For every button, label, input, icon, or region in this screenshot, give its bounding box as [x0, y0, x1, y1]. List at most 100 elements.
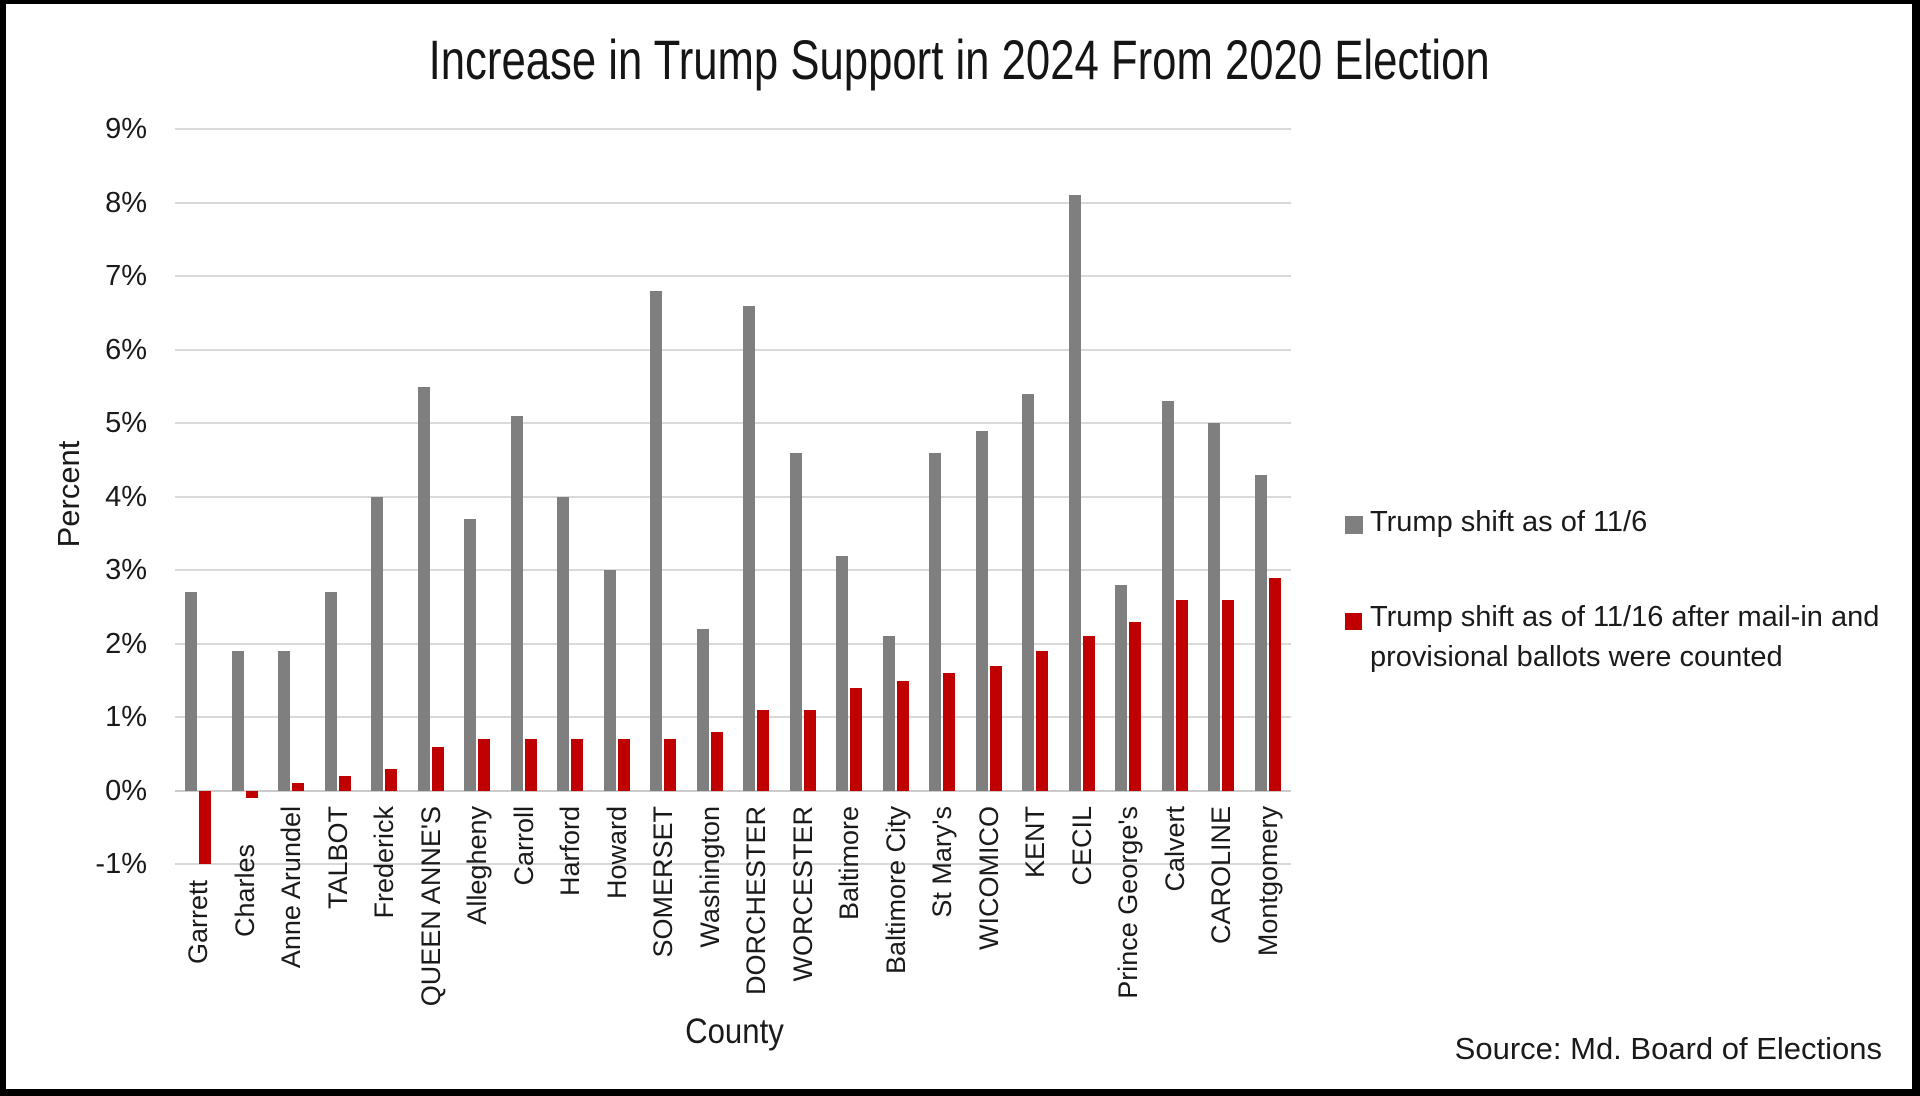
y-tick-label-4%: 4%	[105, 480, 147, 513]
bar-red-WORCESTER	[803, 709, 816, 791]
bar-red-CAROLINE	[1222, 599, 1235, 791]
x-label-Howard: Howard	[601, 806, 632, 900]
x-label-QUEEN ANNE'S: QUEEN ANNE'S	[415, 806, 446, 1007]
bar-red-TALBOT	[338, 776, 351, 791]
bar-red-Baltimore City	[896, 680, 909, 791]
bar-gray-WORCESTER	[789, 452, 802, 791]
gridline-9%	[175, 128, 1291, 131]
y-axis-title: Percent	[51, 440, 86, 548]
y-tick-label-2%: 2%	[105, 627, 147, 660]
gridline-1%	[175, 716, 1291, 719]
gridline--1%	[175, 863, 1291, 866]
bar-red-CECIL	[1082, 636, 1095, 791]
bar-gray-Prince George's	[1115, 585, 1128, 791]
bar-gray-Carroll	[510, 415, 523, 791]
x-label-Frederick: Frederick	[369, 806, 400, 919]
x-label-DORCHESTER: DORCHESTER	[741, 806, 772, 996]
bar-red-WICOMICO	[989, 665, 1002, 791]
bar-red-Carroll	[524, 739, 537, 791]
bar-gray-Baltimore	[836, 555, 849, 791]
x-label-Baltimore City: Baltimore City	[880, 806, 911, 975]
bar-gray-DORCHESTER	[743, 305, 756, 791]
x-label-CAROLINE: CAROLINE	[1206, 806, 1237, 945]
y-tick-label-1%: 1%	[105, 701, 147, 734]
bar-red-DORCHESTER	[757, 709, 770, 791]
bar-gray-Frederick	[371, 496, 384, 791]
bar-red-Calvert	[1175, 599, 1188, 791]
gridline-3%	[175, 569, 1291, 572]
x-label-Montgomery: Montgomery	[1252, 806, 1283, 957]
x-label-WORCESTER: WORCESTER	[787, 806, 818, 982]
bar-red-Frederick	[385, 768, 398, 791]
bar-red-QUEEN ANNE'S	[431, 746, 444, 791]
bar-red-Prince George's	[1129, 621, 1142, 791]
x-axis-title-text: County	[684, 1012, 784, 1051]
gridline-5%	[175, 422, 1291, 425]
x-axis-title: County	[584, 1013, 884, 1051]
gridline-7%	[175, 275, 1291, 278]
y-tick-label-7%: 7%	[105, 260, 147, 293]
bar-gray-QUEEN ANNE'S	[417, 386, 430, 791]
legend-label: Trump shift as of 11/16 after mail-in an…	[1370, 601, 1880, 673]
y-tick-label-3%: 3%	[105, 554, 147, 587]
bar-gray-Calvert	[1161, 401, 1174, 791]
legend-swatch-icon	[1345, 516, 1363, 534]
bar-gray-Howard	[603, 570, 616, 791]
x-label-TALBOT: TALBOT	[322, 806, 353, 910]
gridline-4%	[175, 495, 1291, 498]
bar-red-Allegheny	[478, 739, 491, 791]
bar-red-Garrett	[199, 790, 212, 865]
bar-gray-TALBOT	[324, 592, 337, 791]
bar-red-Montgomery	[1268, 577, 1281, 791]
bar-gray-CECIL	[1068, 195, 1081, 791]
source-note: Source: Md. Board of Elections	[1454, 1031, 1882, 1066]
y-tick-label-6%: 6%	[105, 333, 147, 366]
x-label-Baltimore: Baltimore	[834, 806, 865, 921]
gridline-2%	[175, 642, 1291, 645]
bar-gray-SOMERSET	[650, 291, 663, 791]
x-label-Garrett: Garrett	[183, 880, 214, 965]
bar-gray-CAROLINE	[1208, 423, 1221, 791]
bar-red-Harford	[571, 739, 584, 791]
y-tick-label-9%: 9%	[105, 113, 147, 146]
chart-background	[6, 4, 1912, 1089]
x-label-Carroll: Carroll	[508, 806, 539, 886]
x-label-SOMERSET: SOMERSET	[648, 806, 679, 958]
x-axis-line	[175, 789, 1291, 792]
bar-gray-St Mary's	[929, 452, 942, 791]
bar-gray-Harford	[557, 496, 570, 791]
legend-swatch-icon	[1345, 613, 1362, 630]
bar-red-SOMERSET	[664, 739, 677, 791]
bar-red-Washington	[710, 732, 723, 791]
bar-red-St Mary's	[943, 673, 956, 791]
bar-gray-KENT	[1022, 393, 1035, 791]
bar-gray-Washington	[696, 629, 709, 791]
bar-gray-Anne Arundel	[278, 651, 291, 791]
bar-gray-Allegheny	[464, 518, 477, 791]
bar-red-KENT	[1036, 651, 1049, 791]
x-label-Calvert: Calvert	[1159, 806, 1190, 892]
x-label-Washington: Washington	[694, 806, 725, 948]
bar-gray-Montgomery	[1254, 474, 1267, 791]
y-tick-label-0%: 0%	[105, 774, 147, 807]
legend-label: Trump shift as of 11/6	[1370, 506, 1648, 538]
bar-red-Howard	[617, 739, 630, 791]
bar-gray-WICOMICO	[975, 430, 988, 791]
bar-gray-Garrett	[185, 592, 198, 791]
gridline-6%	[175, 348, 1291, 351]
bar-red-Baltimore	[850, 687, 863, 791]
x-label-Charles: Charles	[229, 844, 260, 938]
x-label-Harford: Harford	[555, 806, 586, 897]
x-label-WICOMICO: WICOMICO	[973, 806, 1004, 950]
x-label-Prince George's: Prince George's	[1113, 806, 1144, 999]
y-tick-label-5%: 5%	[105, 407, 147, 440]
bar-red-Charles	[245, 790, 258, 799]
bar-gray-Charles	[231, 651, 244, 791]
bar-red-Anne Arundel	[292, 783, 305, 791]
x-label-St Mary's: St Mary's	[927, 806, 958, 918]
gridline-8%	[175, 201, 1291, 204]
chart-title: Increase in Trump Support in 2024 From 2…	[6, 32, 1912, 88]
y-tick-label-8%: 8%	[105, 186, 147, 219]
x-label-KENT: KENT	[1020, 806, 1051, 879]
chart-title-text: Increase in Trump Support in 2024 From 2…	[428, 28, 1490, 91]
